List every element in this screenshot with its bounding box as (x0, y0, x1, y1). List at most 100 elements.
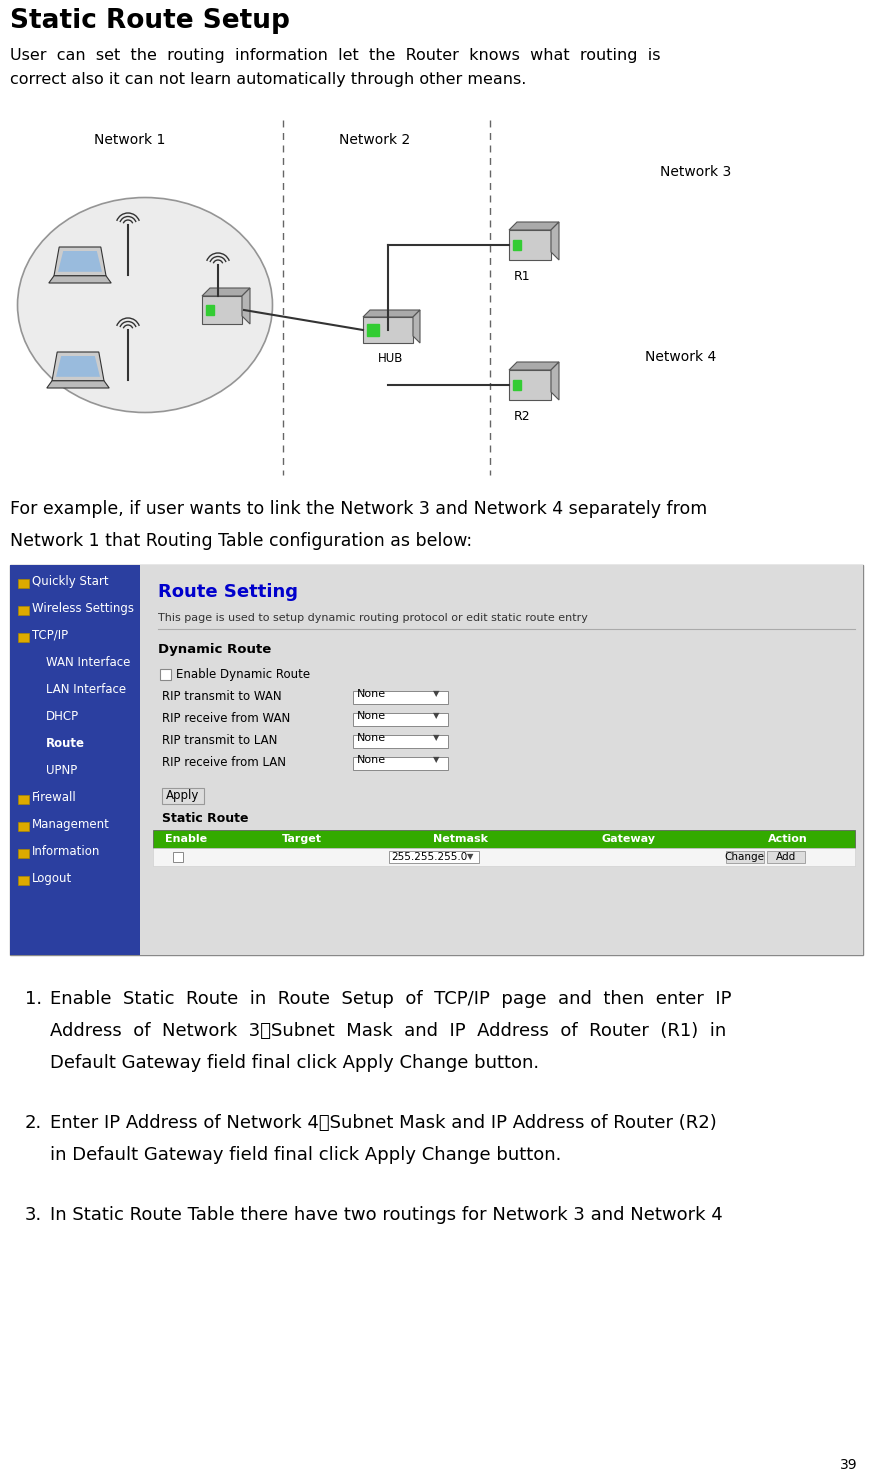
FancyBboxPatch shape (353, 757, 448, 770)
Text: ▼: ▼ (467, 853, 473, 862)
Text: HUB: HUB (378, 352, 403, 365)
Text: Target: Target (282, 834, 322, 844)
Text: 255.255.255.0: 255.255.255.0 (392, 851, 468, 862)
Text: RIP transmit to LAN: RIP transmit to LAN (162, 734, 278, 747)
Polygon shape (513, 240, 521, 250)
FancyBboxPatch shape (173, 851, 183, 862)
Polygon shape (363, 317, 413, 343)
Text: DHCP: DHCP (46, 710, 79, 723)
FancyBboxPatch shape (160, 669, 171, 681)
Text: Static Route: Static Route (162, 812, 249, 825)
Text: UPNP: UPNP (46, 764, 77, 776)
Ellipse shape (17, 197, 272, 412)
Text: Enable  Static  Route  in  Route  Setup  of  TCP/IP  page  and  then  enter  IP: Enable Static Route in Route Setup of TC… (50, 990, 732, 1008)
Text: Quickly Start: Quickly Start (32, 574, 108, 588)
Text: None: None (357, 756, 386, 764)
Text: Enter IP Address of Network 4、Subnet Mask and IP Address of Router (R2): Enter IP Address of Network 4、Subnet Mas… (50, 1114, 717, 1131)
Polygon shape (202, 296, 242, 324)
Text: Change: Change (725, 851, 765, 862)
Polygon shape (367, 324, 379, 336)
FancyBboxPatch shape (153, 829, 855, 848)
FancyBboxPatch shape (153, 848, 855, 866)
Text: RIP receive from LAN: RIP receive from LAN (162, 756, 286, 769)
FancyBboxPatch shape (766, 851, 805, 863)
FancyBboxPatch shape (353, 713, 448, 726)
Text: correct also it can not learn automatically through other means.: correct also it can not learn automatica… (10, 72, 526, 87)
Text: Route Setting: Route Setting (158, 583, 298, 601)
Text: Network 2: Network 2 (340, 133, 410, 147)
Polygon shape (206, 305, 214, 315)
Text: Firewall: Firewall (32, 791, 77, 804)
Text: R1: R1 (513, 270, 530, 283)
FancyBboxPatch shape (388, 851, 478, 863)
FancyBboxPatch shape (353, 735, 448, 748)
Polygon shape (551, 362, 559, 401)
Text: This page is used to setup dynamic routing protocol or edit static route entry: This page is used to setup dynamic routi… (158, 613, 588, 623)
Text: Dynamic Route: Dynamic Route (158, 644, 272, 655)
Polygon shape (413, 309, 420, 343)
Text: ▼: ▼ (433, 734, 439, 742)
Polygon shape (54, 247, 106, 275)
Text: None: None (357, 734, 386, 742)
Text: 3.: 3. (25, 1206, 42, 1224)
FancyBboxPatch shape (18, 633, 29, 642)
Text: ▼: ▼ (433, 689, 439, 698)
Text: Network 3: Network 3 (660, 165, 732, 180)
FancyBboxPatch shape (18, 876, 29, 885)
Text: R2: R2 (513, 409, 530, 423)
FancyBboxPatch shape (18, 605, 29, 616)
Text: Wireless Settings: Wireless Settings (32, 602, 134, 616)
Text: Information: Information (32, 846, 100, 857)
Text: None: None (357, 689, 386, 700)
Text: ▼: ▼ (433, 711, 439, 720)
FancyBboxPatch shape (353, 691, 448, 704)
Text: 2.: 2. (25, 1114, 42, 1131)
Text: 39: 39 (841, 1458, 858, 1472)
Text: None: None (357, 711, 386, 720)
Polygon shape (47, 382, 109, 387)
FancyBboxPatch shape (10, 566, 140, 955)
Text: Netmask: Netmask (433, 834, 488, 844)
Text: In Static Route Table there have two routings for Network 3 and Network 4: In Static Route Table there have two rou… (50, 1206, 723, 1224)
Text: Default Gateway field final click Apply Change button.: Default Gateway field final click Apply … (50, 1055, 540, 1072)
Text: Gateway: Gateway (601, 834, 656, 844)
Text: User  can  set  the  routing  information  let  the  Router  knows  what  routin: User can set the routing information let… (10, 49, 661, 63)
Text: Action: Action (768, 834, 808, 844)
Text: 1.: 1. (25, 990, 42, 1008)
Text: Apply: Apply (167, 790, 200, 803)
Polygon shape (509, 370, 551, 401)
Text: Address  of  Network  3、Subnet  Mask  and  IP  Address  of  Router  (R1)  in: Address of Network 3、Subnet Mask and IP … (50, 1022, 726, 1040)
Polygon shape (202, 289, 250, 296)
Polygon shape (513, 380, 521, 390)
Text: Network 1 that Routing Table configuration as below:: Network 1 that Routing Table configurati… (10, 532, 472, 549)
Text: in Default Gateway field final click Apply Change button.: in Default Gateway field final click App… (50, 1146, 561, 1164)
Text: WAN Interface: WAN Interface (46, 655, 130, 669)
Polygon shape (509, 362, 559, 370)
Text: RIP receive from WAN: RIP receive from WAN (162, 711, 290, 725)
Polygon shape (509, 222, 559, 230)
FancyBboxPatch shape (18, 795, 29, 804)
FancyBboxPatch shape (10, 566, 863, 955)
Text: Route: Route (46, 736, 85, 750)
Polygon shape (58, 250, 102, 273)
Text: Network 4: Network 4 (645, 351, 716, 364)
Text: RIP transmit to WAN: RIP transmit to WAN (162, 689, 282, 703)
Polygon shape (49, 275, 111, 283)
Text: Enable Dynamic Route: Enable Dynamic Route (176, 667, 310, 681)
Text: Static Route Setup: Static Route Setup (10, 7, 290, 34)
FancyBboxPatch shape (18, 848, 29, 857)
Polygon shape (52, 352, 104, 382)
Polygon shape (509, 230, 551, 261)
Text: Logout: Logout (32, 872, 72, 885)
Polygon shape (56, 356, 100, 377)
Text: TCP/IP: TCP/IP (32, 629, 68, 642)
Text: ▼: ▼ (433, 756, 439, 764)
Polygon shape (242, 289, 250, 324)
FancyBboxPatch shape (725, 851, 764, 863)
Polygon shape (363, 309, 420, 317)
Text: LAN Interface: LAN Interface (46, 683, 126, 697)
FancyBboxPatch shape (18, 579, 29, 588)
Text: Enable: Enable (165, 834, 208, 844)
Text: Management: Management (32, 818, 110, 831)
FancyBboxPatch shape (162, 788, 204, 804)
